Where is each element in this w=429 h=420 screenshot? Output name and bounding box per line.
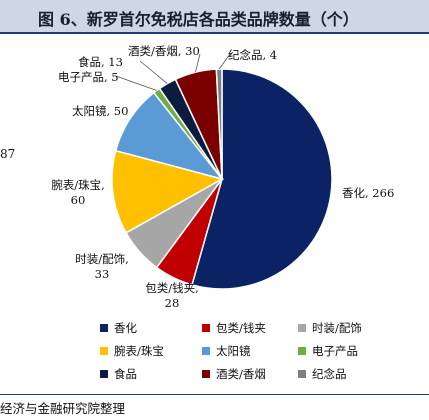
data-label-shizhuang-text: 时装/配饰, 33 <box>75 252 129 281</box>
data-label-jiulei: 酒类/香烟, 30 <box>128 44 200 58</box>
pie-slice-taiyangjing <box>114 91 224 181</box>
leader-line-dianzi <box>115 75 157 91</box>
pie-slice-xianghua <box>191 68 333 290</box>
data-label-baolei: 包类/钱夹, 28 <box>142 281 202 311</box>
leader-line-shipin <box>139 60 168 84</box>
data-label-shizhuang: 时装/配饰, 33 <box>72 252 132 282</box>
legend-item-jiulei: 酒类/香烟 <box>202 366 266 382</box>
legend-item-shizhuang: 时装/配饰 <box>298 320 362 336</box>
legend-swatch <box>298 324 306 332</box>
legend-label: 包类/钱夹 <box>216 321 266 335</box>
legend-label: 电子产品 <box>312 344 358 358</box>
title-rule <box>0 32 429 34</box>
data-label-jinianpin: 纪念品, 4 <box>228 48 278 62</box>
legend-label: 太阳镜 <box>216 344 251 358</box>
cropped-value-fragment: 87 <box>0 147 16 161</box>
pie-slice-wanbiao <box>111 149 224 234</box>
legend-label: 纪念品 <box>312 367 347 381</box>
legend-label: 腕表/珠宝 <box>114 344 164 358</box>
title-bar: 图 6、新罗首尔免税店各品类品牌数量（个） <box>0 0 429 32</box>
data-label-taiyangjing: 太阳镜, 50 <box>72 104 129 118</box>
legend-item-xianghua: 香化 <box>100 320 137 336</box>
legend-label: 香化 <box>114 321 137 335</box>
legend-swatch <box>298 347 306 355</box>
legend-swatch <box>202 324 210 332</box>
data-label-wanbiao: 腕表/珠宝, 60 <box>48 178 108 208</box>
pie-chart <box>111 53 333 290</box>
chart-title: 图 6、新罗首尔免税店各品类品牌数量（个） <box>38 10 359 29</box>
legend-item-taiyangjing: 太阳镜 <box>202 343 251 359</box>
data-label-xianghua: 香化, 266 <box>342 186 395 200</box>
legend-label: 食品 <box>114 367 137 381</box>
legend-swatch <box>100 324 108 332</box>
legend-item-shipin: 食品 <box>100 366 137 382</box>
legend-item-dianzi: 电子产品 <box>298 343 358 359</box>
legend-label: 酒类/香烟 <box>216 367 266 381</box>
legend-swatch <box>100 370 108 378</box>
leader-line-jinianpin <box>218 53 231 70</box>
source-note: 经济与金融研究院整理 <box>0 401 126 416</box>
data-label-shipin: 食品, 13 <box>78 55 123 69</box>
legend-swatch <box>298 370 306 378</box>
data-label-wanbiao-text: 腕表/珠宝, 60 <box>51 178 105 207</box>
legend-item-jinianpin: 纪念品 <box>298 366 347 382</box>
legend-item-baolei: 包类/钱夹 <box>202 320 266 336</box>
legend-swatch <box>100 347 108 355</box>
legend-label: 时装/配饰 <box>312 321 362 335</box>
leader-line-jiulei <box>195 53 201 73</box>
legend-swatch <box>202 347 210 355</box>
data-label-baolei-text: 包类/钱夹, 28 <box>145 281 199 310</box>
data-label-dianzi: 电子产品, 5 <box>58 70 119 84</box>
legend-swatch <box>202 370 210 378</box>
legend-item-wanbiao: 腕表/珠宝 <box>100 343 164 359</box>
bottom-rule <box>0 394 429 395</box>
